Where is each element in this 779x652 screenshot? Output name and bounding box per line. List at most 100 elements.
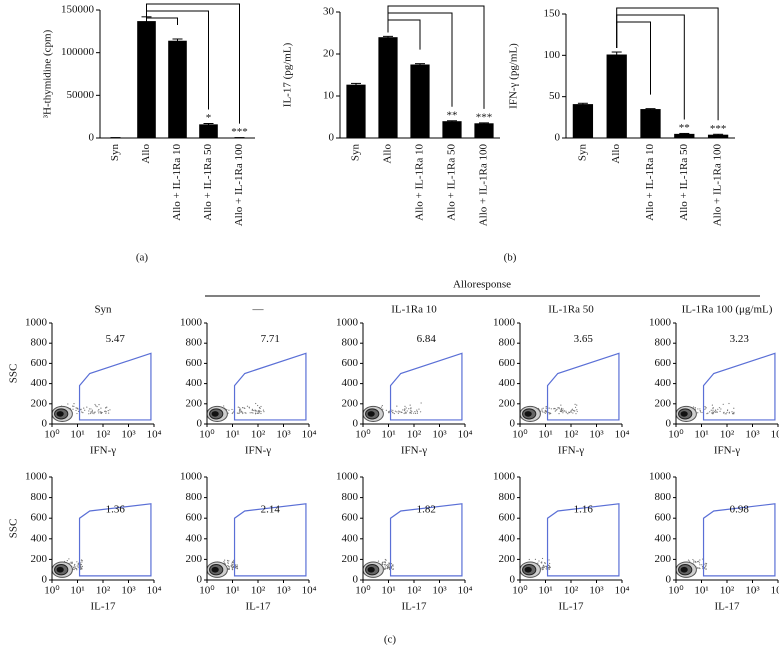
- event-dot: [574, 403, 576, 405]
- density-contour: [367, 411, 375, 417]
- event-dot: [252, 412, 254, 414]
- event-dot: [550, 412, 552, 415]
- event-dot: [73, 568, 75, 570]
- y-tick-label: 0: [353, 574, 359, 586]
- event-dot: [232, 561, 234, 563]
- event-dot: [388, 565, 390, 567]
- bar: [572, 104, 594, 138]
- event-dot: [88, 410, 90, 412]
- event-dot: [567, 413, 569, 415]
- event-dot: [228, 568, 230, 571]
- x-tick-label: 10³: [121, 429, 136, 441]
- event-dot: [411, 410, 413, 412]
- event-dot: [231, 564, 233, 566]
- event-dot: [231, 567, 233, 569]
- significance: *: [206, 112, 212, 124]
- x-tick-label: Allo + IL-1Ra 50: [202, 144, 214, 221]
- event-dot: [76, 412, 78, 415]
- x-tick-label: 10⁰: [199, 429, 215, 441]
- event-dot: [544, 412, 546, 414]
- y-tick-label: 1000: [336, 317, 359, 329]
- event-dot: [704, 406, 706, 408]
- event-dot: [694, 560, 696, 563]
- x-tick-label: 10¹: [694, 429, 708, 441]
- event-dot: [711, 404, 713, 406]
- event-dot: [701, 411, 703, 414]
- y-tick-label: 0: [510, 574, 516, 586]
- event-dot: [693, 561, 695, 563]
- x-axis-label: IFN-γ: [90, 445, 116, 457]
- density-contour: [211, 566, 219, 573]
- y-tick-label: 400: [186, 532, 203, 544]
- bracket: [616, 21, 651, 95]
- y-tick-label: 50: [549, 90, 561, 102]
- x-tick-label: 10¹: [381, 585, 395, 597]
- x-tick-label: Syn: [350, 144, 362, 162]
- event-dot: [256, 410, 258, 412]
- gate: [78, 352, 152, 421]
- x-tick-label: Syn: [109, 144, 121, 162]
- y-tick-label: 200: [186, 397, 203, 409]
- event-dot: [406, 410, 408, 412]
- y-tick-label: 800: [186, 337, 203, 349]
- event-dot: [223, 562, 226, 564]
- event-dot: [232, 566, 235, 568]
- event-dot: [385, 409, 387, 411]
- event-dot: [226, 559, 229, 562]
- x-tick-label: 10¹: [538, 429, 552, 441]
- y-tick-label: 200: [31, 553, 48, 565]
- event-dot: [418, 408, 420, 410]
- event-dot: [719, 410, 721, 412]
- event-dot: [731, 411, 733, 413]
- event-dot: [79, 562, 82, 564]
- event-dot: [98, 412, 100, 414]
- event-dot: [95, 405, 97, 407]
- bar: [137, 21, 156, 138]
- event-dot: [75, 567, 78, 570]
- event-dot: [260, 412, 262, 415]
- event-dot: [699, 408, 701, 410]
- event-dot: [76, 561, 78, 563]
- event-dot: [571, 409, 573, 411]
- event-dot: [81, 559, 83, 562]
- event-dot: [242, 411, 244, 413]
- x-tick-label: 10²: [564, 429, 579, 441]
- x-tick-label: 10⁴: [771, 585, 779, 597]
- event-dot: [397, 412, 400, 414]
- y-tick-label: 400: [499, 377, 516, 389]
- bracket: [146, 10, 209, 110]
- y-tick-label: 0: [555, 132, 561, 144]
- event-dot: [105, 412, 107, 414]
- event-dot: [542, 565, 545, 567]
- y-tick-label: 200: [186, 553, 203, 565]
- y-tick-label: 600: [186, 512, 203, 524]
- event-dot: [108, 412, 110, 414]
- event-dot: [227, 564, 229, 567]
- event-dot: [231, 408, 233, 411]
- y-tick-label: 0: [353, 418, 359, 430]
- event-dot: [557, 407, 559, 409]
- y-tick-label: 400: [655, 532, 672, 544]
- event-dot: [84, 409, 86, 411]
- event-dot: [243, 407, 245, 409]
- event-dot: [227, 561, 229, 563]
- event-dot: [384, 563, 386, 566]
- event-dot: [392, 568, 394, 570]
- y-tick-label: 1000: [25, 471, 48, 483]
- event-dot: [248, 406, 250, 408]
- x-tick-label: Allo + IL-1Ra 10: [414, 144, 426, 221]
- y-tick-label: 1000: [493, 317, 516, 329]
- event-dot: [419, 411, 422, 413]
- density-contour: [56, 411, 64, 417]
- x-tick-label: Allo + IL-1Ra 100: [712, 144, 724, 227]
- x-axis-label: IL-17: [90, 601, 116, 613]
- event-dot: [400, 411, 403, 413]
- event-dot: [717, 408, 719, 410]
- event-dot: [548, 568, 551, 570]
- event-dot: [414, 412, 417, 414]
- x-tick-label: 10⁴: [771, 429, 779, 441]
- x-tick-label: 10³: [276, 429, 291, 441]
- event-dot: [726, 411, 728, 414]
- event-dot: [699, 409, 701, 412]
- event-dot: [386, 564, 389, 566]
